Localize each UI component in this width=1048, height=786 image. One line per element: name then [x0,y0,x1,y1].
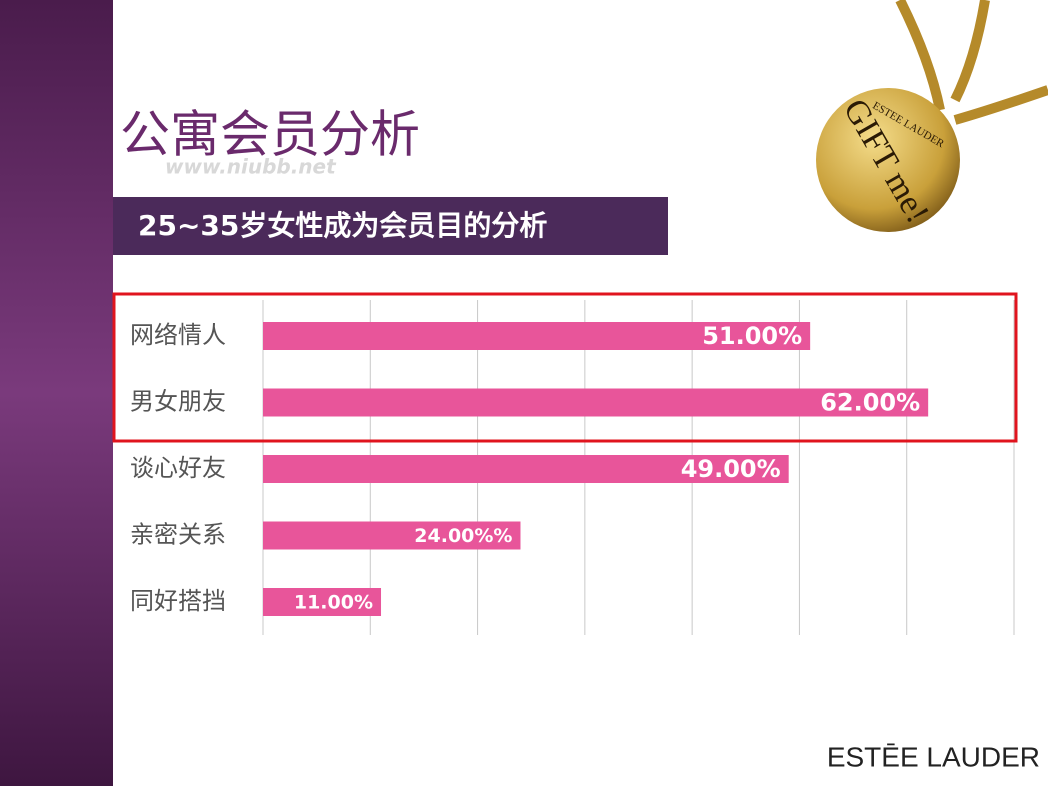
value-label: 51.00% [702,322,802,350]
watermark: www.niubb.net [165,155,337,179]
highlight-box [112,292,1018,443]
chain [895,0,1048,125]
bar [263,521,521,550]
value-label: 11.00% [294,592,373,614]
bar [263,455,789,483]
tag [816,88,960,232]
chart-subtitle: 25~35岁女性成为会员目的分析 [138,209,547,242]
value-label: 24.00%% [414,525,512,547]
y-tick-label: 亲密关系 [130,521,226,549]
y-tick-label: 男女朋友 [130,388,226,416]
chart-title: 公寓会员分析 [120,106,420,164]
side-stripe [0,0,113,786]
bar [263,388,929,417]
bar [263,322,811,350]
y-tick-label: 同好搭挡 [130,587,226,615]
y-tick-label: 谈心好友 [130,454,226,482]
brand-logo: ESTĒE LAUDER [827,741,1040,772]
value-label: 62.00% [820,389,920,417]
y-tick-label: 网络情人 [130,321,226,349]
bar [263,588,382,616]
value-label: 49.00% [681,455,781,483]
badge: ESTEE LAUDER GIFT me! [816,0,1048,232]
subtitle-box [113,197,668,255]
plot: 网络情人 51.00% 男女朋友 62.00% 谈心好友 49.00% 亲密关系 24.00%… [130,300,1015,635]
